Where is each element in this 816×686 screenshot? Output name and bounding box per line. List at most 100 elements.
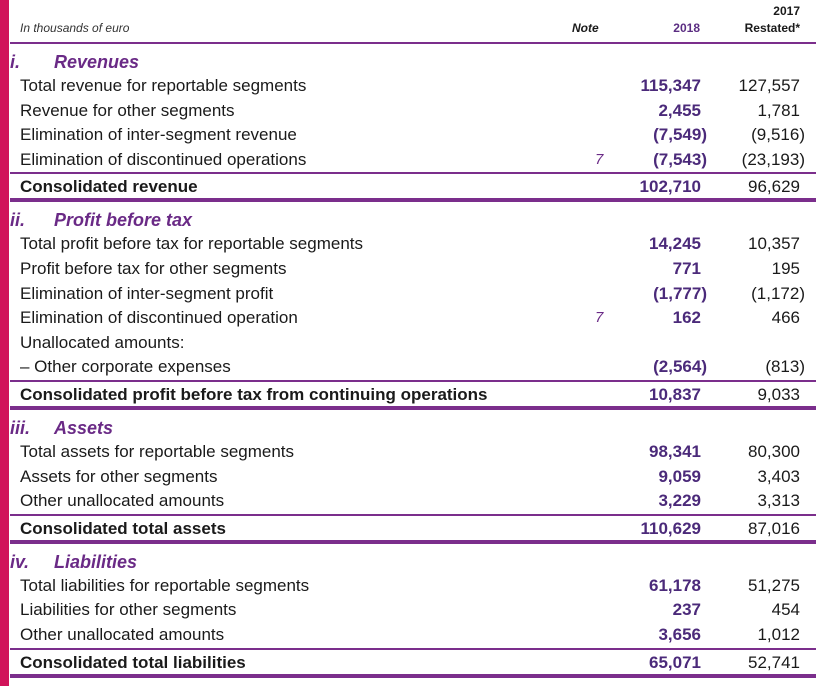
total-label: Consolidated total liabilities bbox=[20, 652, 246, 672]
total-value-2018: 102,710 bbox=[639, 177, 701, 197]
value-2018: 771 bbox=[672, 258, 701, 278]
value-2018: (1,777) bbox=[653, 283, 707, 303]
value-2017: 195 bbox=[771, 258, 800, 278]
table-row: Other unallocated amounts 3,656 1,012 bbox=[10, 623, 816, 648]
value-2018: (2,564) bbox=[653, 357, 707, 377]
value-2017: (23,193) bbox=[741, 149, 805, 169]
total-value-2017: 96,629 bbox=[748, 177, 800, 197]
section-divider bbox=[10, 198, 816, 203]
section-number: iii. bbox=[10, 417, 31, 438]
section-heading: iii. Assets bbox=[10, 410, 816, 440]
total-value-2017: 52,741 bbox=[748, 652, 800, 672]
section-heading: ii. Profit before tax bbox=[10, 202, 816, 232]
value-2017: 10,357 bbox=[748, 234, 800, 254]
table-row: Elimination of discontinued operations 7 (… bbox=[10, 148, 816, 173]
value-2018: 237 bbox=[672, 600, 701, 620]
value-2017: 454 bbox=[771, 600, 800, 620]
unit-label: In thousands of euro bbox=[20, 21, 130, 35]
row-label: Total assets for reportable segments bbox=[20, 441, 295, 461]
total-row: Consolidated profit before tax from cont… bbox=[10, 382, 816, 406]
table-row: Elimination of inter-segment profit (1,77… bbox=[10, 282, 816, 307]
value-2017: 51,275 bbox=[748, 575, 800, 595]
table-header: In thousands of euro Note 2018 2017 Rest… bbox=[10, 0, 816, 42]
section-title: Profit before tax bbox=[54, 210, 193, 231]
row-label: Elimination of discontinued operations bbox=[20, 149, 307, 169]
row-label: Total liabilities for reportable segment… bbox=[20, 575, 310, 595]
value-2017: 127,557 bbox=[738, 76, 800, 95]
value-2017: 1,781 bbox=[757, 100, 800, 120]
segment-table: In thousands of euro Note 2018 2017 Rest… bbox=[10, 0, 816, 678]
value-2017: 3,403 bbox=[757, 466, 800, 486]
value-2018: 61,178 bbox=[649, 575, 701, 595]
section-divider bbox=[10, 673, 816, 678]
value-2018: 115,347 bbox=[640, 76, 701, 95]
section-title: Assets bbox=[54, 417, 114, 438]
row-note: 7 bbox=[595, 309, 604, 327]
table-row: Profit before tax for other segments 771 1… bbox=[10, 257, 816, 282]
row-label: Elimination of discontinued operation bbox=[20, 308, 298, 328]
value-2018: 14,245 bbox=[649, 234, 701, 254]
value-2017: 80,300 bbox=[748, 441, 800, 461]
value-2017: (1,172) bbox=[751, 283, 805, 303]
section-heading: iv. Liabilities bbox=[10, 544, 816, 574]
total-row: Consolidated revenue 102,710 96,629 bbox=[10, 174, 816, 198]
total-value-2018: 10,837 bbox=[649, 384, 701, 404]
column-header-2017: 2017 bbox=[773, 4, 800, 18]
table-body: i. Revenues Total revenue for reportable s… bbox=[10, 44, 816, 678]
value-2018: (7,549) bbox=[653, 125, 707, 145]
table-row: Revenue for other segments 2,455 1,781 bbox=[10, 99, 816, 124]
total-row: Consolidated total assets 110,629 87,016 bbox=[10, 516, 816, 540]
value-2017: 3,313 bbox=[757, 491, 800, 511]
table-row: – Other corporate expenses (2,564) (813) bbox=[10, 355, 816, 380]
row-label: Revenue for other segments bbox=[20, 100, 235, 120]
row-label: Unallocated amounts: bbox=[20, 332, 185, 352]
total-value-2017: 87,016 bbox=[748, 518, 800, 538]
subtotal-divider bbox=[10, 172, 816, 175]
total-value-2018: 65,071 bbox=[649, 652, 701, 672]
table-row: Elimination of discontinued operation 7 16… bbox=[10, 306, 816, 331]
row-label: Profit before tax for other segments bbox=[20, 258, 287, 278]
row-note: 7 bbox=[595, 150, 604, 168]
row-label: Liabilities for other segments bbox=[20, 600, 237, 620]
table-row: Assets for other segments 9,059 3,403 bbox=[10, 465, 816, 490]
total-row: Consolidated total liabilities 65,071 52,7… bbox=[10, 650, 816, 674]
table-row: Total assets for reportable segments 98,3… bbox=[10, 440, 816, 465]
value-2018: (7,543) bbox=[653, 149, 707, 169]
column-header-2018: 2018 bbox=[673, 21, 700, 35]
table-row: Total revenue for reportable segments 115… bbox=[10, 74, 816, 99]
table-row: Total liabilities for reportable segment… bbox=[10, 574, 816, 599]
header-divider bbox=[10, 42, 816, 44]
total-value-2017: 9,033 bbox=[757, 384, 800, 404]
table-row: Elimination of inter-segment revenue (7,5… bbox=[10, 123, 816, 148]
row-label: Elimination of inter-segment profit bbox=[20, 283, 274, 303]
row-label: Total revenue for reportable segments bbox=[20, 76, 307, 95]
subtotal-divider bbox=[10, 647, 816, 650]
section-number: i. bbox=[10, 52, 21, 72]
value-2018: 98,341 bbox=[649, 441, 701, 461]
value-2017: (9,516) bbox=[751, 125, 805, 145]
table-row: Unallocated amounts: bbox=[10, 331, 816, 356]
row-label: – Other corporate expenses bbox=[20, 357, 231, 377]
table-row: Total profit before tax for reportable s… bbox=[10, 232, 816, 257]
subtotal-divider bbox=[10, 513, 816, 516]
total-label: Consolidated total assets bbox=[20, 518, 226, 538]
value-2017: (813) bbox=[765, 357, 805, 377]
row-label: Total profit before tax for reportable s… bbox=[20, 234, 364, 254]
section-divider bbox=[10, 405, 816, 410]
row-label: Other unallocated amounts bbox=[20, 491, 225, 511]
note-column-header: Note bbox=[572, 21, 599, 35]
value-2018: 2,455 bbox=[658, 100, 701, 120]
value-2018: 9,059 bbox=[658, 466, 701, 486]
total-value-2018: 110,629 bbox=[640, 518, 701, 538]
table-row: Other unallocated amounts 3,229 3,313 bbox=[10, 489, 816, 514]
accent-bar bbox=[0, 0, 9, 686]
section-heading: i. Revenues bbox=[10, 44, 816, 74]
value-2018: 162 bbox=[672, 308, 701, 328]
value-2017: 1,012 bbox=[757, 624, 800, 644]
table-row: Liabilities for other segments 237 454 bbox=[10, 598, 816, 623]
column-header-restated: Restated* bbox=[744, 21, 800, 35]
total-label: Consolidated revenue bbox=[20, 177, 198, 197]
section-number: ii. bbox=[10, 210, 26, 231]
value-2018: 3,229 bbox=[658, 491, 701, 511]
row-label: Elimination of inter-segment revenue bbox=[20, 125, 297, 145]
